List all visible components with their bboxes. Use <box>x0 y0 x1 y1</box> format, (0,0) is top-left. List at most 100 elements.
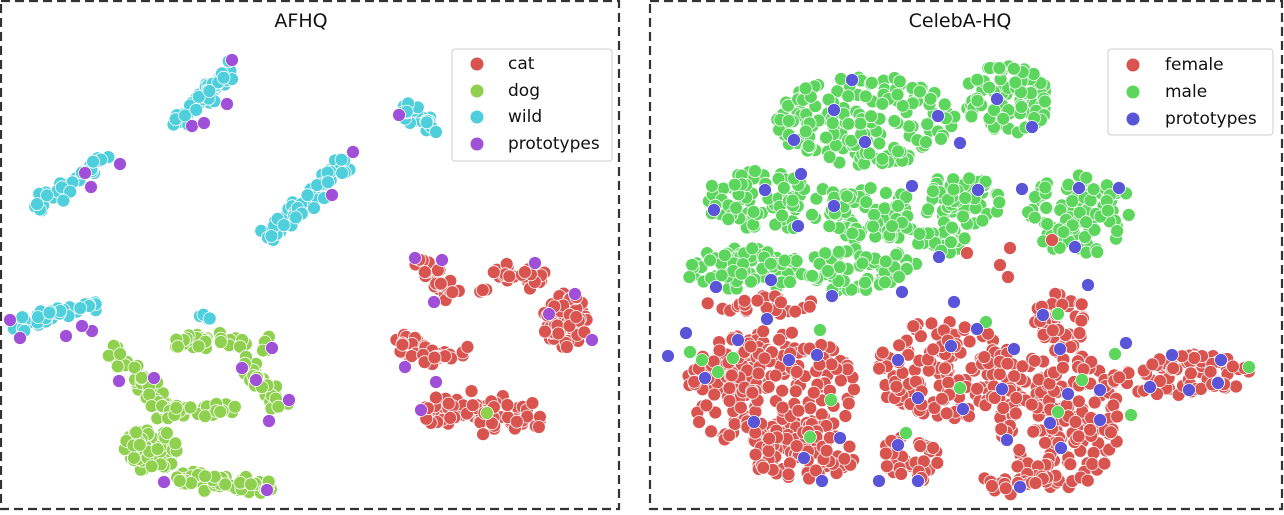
scatter-point-female <box>1056 360 1070 375</box>
scatter-point-prototypes <box>265 341 279 355</box>
scatter-point-female <box>699 398 714 413</box>
scatter-point-female <box>906 319 921 334</box>
scatter-point-female <box>889 379 904 394</box>
scatter-point-female <box>962 334 977 349</box>
scatter-point-male <box>1008 75 1023 90</box>
scatter-point-male <box>781 114 796 128</box>
scatter-point-male <box>855 256 870 271</box>
scatter-point-prototypes <box>995 382 1009 396</box>
scatter-point-prototypes <box>827 103 841 117</box>
scatter-point-prototypes <box>78 166 92 180</box>
scatter-point-wild <box>334 152 349 167</box>
scatter-point-dog <box>127 360 142 375</box>
scatter-point-male <box>801 139 816 153</box>
scatter-point-dog <box>110 359 125 374</box>
scatter-point-male <box>858 89 873 104</box>
scatter-point-prototypes <box>845 73 859 87</box>
scatter-point-male <box>912 226 927 241</box>
afhq-panel-frame <box>0 0 621 511</box>
scatter-point-female <box>960 246 974 260</box>
scatter-point-female <box>806 385 821 400</box>
scatter-point-male <box>813 323 827 337</box>
scatter-point-female <box>824 357 839 372</box>
scatter-point-male <box>844 133 859 148</box>
scatter-point-wild <box>300 188 315 203</box>
scatter-point-cat <box>525 396 540 411</box>
scatter-point-male <box>957 231 972 246</box>
scatter-point-female <box>722 381 737 396</box>
scatter-point-male <box>946 182 961 197</box>
scatter-point-male <box>763 256 778 271</box>
scatter-point-male <box>887 114 902 128</box>
scatter-point-cat <box>465 398 480 413</box>
scatter-point-wild <box>264 229 279 244</box>
scatter-point-wild <box>216 70 231 85</box>
scatter-point-male <box>878 275 892 290</box>
scatter-point-prototypes <box>1119 336 1133 350</box>
scatter-point-female <box>1026 424 1041 439</box>
scatter-point-prototypes <box>709 280 723 294</box>
scatter-point-prototypes <box>679 326 693 340</box>
scatter-point-male <box>866 219 881 234</box>
scatter-point-prototypes <box>528 256 542 270</box>
scatter-point-prototypes <box>262 414 276 428</box>
scatter-point-female <box>774 295 788 310</box>
scatter-point-female <box>785 325 799 340</box>
scatter-point-prototypes <box>13 331 27 345</box>
scatter-point-female <box>894 466 909 481</box>
scatter-point-male <box>714 268 729 283</box>
scatter-point-dog <box>127 450 141 465</box>
scatter-point-dog <box>150 442 165 457</box>
scatter-point-prototypes <box>872 474 886 488</box>
celeba-scatter-points <box>661 59 1256 502</box>
scatter-point-female <box>809 463 823 478</box>
scatter-point-prototypes <box>59 329 73 343</box>
scatter-point-male <box>726 351 740 365</box>
celeba-panel-frame <box>648 0 1284 511</box>
scatter-point-male <box>844 282 859 297</box>
scatter-point-male <box>891 198 905 213</box>
scatter-point-male <box>818 246 833 261</box>
scatter-point-male <box>745 241 760 256</box>
scatter-point-female <box>761 379 776 394</box>
scatter-point-cat <box>551 326 566 341</box>
scatter-point-female <box>788 304 803 319</box>
scatter-point-female <box>924 316 939 331</box>
scatter-point-male <box>746 204 761 219</box>
scatter-point-female <box>1003 241 1017 255</box>
scatter-point-male <box>748 164 762 179</box>
scatter-point-male <box>921 202 935 217</box>
scatter-point-male <box>789 254 804 268</box>
scatter-point-cat <box>518 265 532 280</box>
scatter-point-wild <box>40 188 54 203</box>
scatter-point-female <box>1072 326 1087 341</box>
scatter-point-prototypes <box>427 295 441 309</box>
scatter-point-prototypes <box>932 250 946 264</box>
scatter-point-male <box>970 93 985 108</box>
scatter-point-dog <box>198 469 213 484</box>
scatter-point-female <box>1229 379 1243 394</box>
scatter-point-male <box>1110 224 1124 238</box>
scatter-point-dog <box>271 399 286 414</box>
scatter-point-prototypes <box>1000 433 1014 447</box>
scatter-point-male <box>841 89 856 103</box>
scatter-point-dog <box>480 406 494 420</box>
scatter-point-cat <box>509 414 524 429</box>
celeba-legend: female male prototypes <box>1107 48 1274 136</box>
scatter-point-male <box>803 430 817 444</box>
scatter-point-male <box>845 226 860 241</box>
scatter-point-male <box>1014 100 1029 114</box>
scatter-point-dog <box>233 339 247 354</box>
scatter-point-cat <box>532 420 546 434</box>
scatter-point-prototypes <box>731 333 745 347</box>
scatter-point-female <box>1104 425 1118 440</box>
scatter-point-male <box>809 191 824 206</box>
scatter-point-prototypes <box>185 119 199 133</box>
scatter-point-female <box>970 381 984 396</box>
scatter-point-female <box>722 428 737 443</box>
scatter-point-female <box>879 446 893 461</box>
scatter-point-prototypes <box>1068 240 1082 254</box>
scatter-point-prototypes <box>1007 342 1021 356</box>
scatter-point-female <box>1110 409 1124 424</box>
scatter-point-prototypes <box>220 97 234 111</box>
